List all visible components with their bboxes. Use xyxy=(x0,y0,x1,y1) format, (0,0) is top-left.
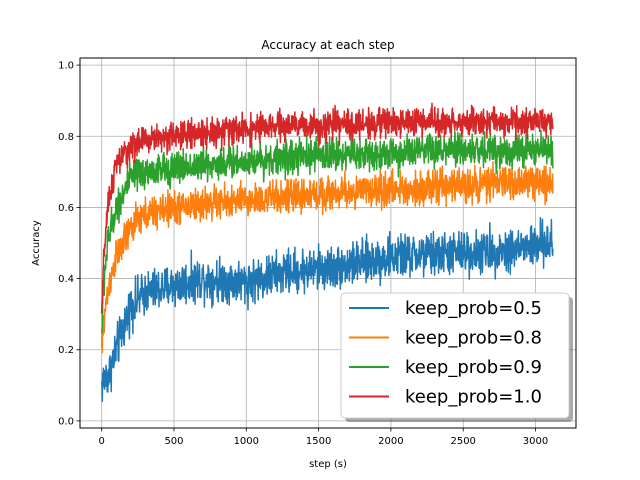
y-tick-label: 0.2 xyxy=(58,345,74,356)
x-axis-label: step (s) xyxy=(309,459,347,470)
x-tick-label: 3000 xyxy=(523,436,548,447)
legend-label: keep_prob=0.5 xyxy=(405,298,542,319)
x-tick-label: 1500 xyxy=(306,436,331,447)
legend-label: keep_prob=0.8 xyxy=(405,328,542,349)
y-tick-label: 1.0 xyxy=(58,61,74,72)
y-tick-label: 0.4 xyxy=(58,274,74,285)
plot-frame xyxy=(79,57,577,429)
legend-box xyxy=(340,292,570,419)
legend: keep_prob=0.5 keep_prob=0.8 keep_prob=0.9k… xyxy=(340,292,573,422)
series-line xyxy=(100,102,554,314)
y-tick-label: 0.8 xyxy=(58,132,74,143)
y-tick-label: 0.0 xyxy=(58,416,74,427)
legend-label: keep_prob=0.9 xyxy=(405,357,542,378)
x-tick-label: 500 xyxy=(164,436,183,447)
y-tick-label: 0.6 xyxy=(58,203,74,214)
legend-label: keep_prob=1.0 xyxy=(405,387,542,408)
series-line xyxy=(100,129,554,334)
chart-title: Accuracy at each step xyxy=(261,38,394,52)
series-line xyxy=(100,160,554,354)
axis-ticks: 0 500 1000 1500 2000 2500 3000 0.0 0.2 0.4 0.6 0.8 1… xyxy=(58,61,548,447)
x-tick-label: 0 xyxy=(99,436,105,447)
y-axis-label: Accuracy xyxy=(31,220,42,266)
series-lines xyxy=(100,102,554,403)
x-tick-label: 2500 xyxy=(450,436,475,447)
x-tick-label: 1000 xyxy=(234,436,259,447)
x-tick-label: 2000 xyxy=(378,436,403,447)
series-line xyxy=(100,216,554,403)
